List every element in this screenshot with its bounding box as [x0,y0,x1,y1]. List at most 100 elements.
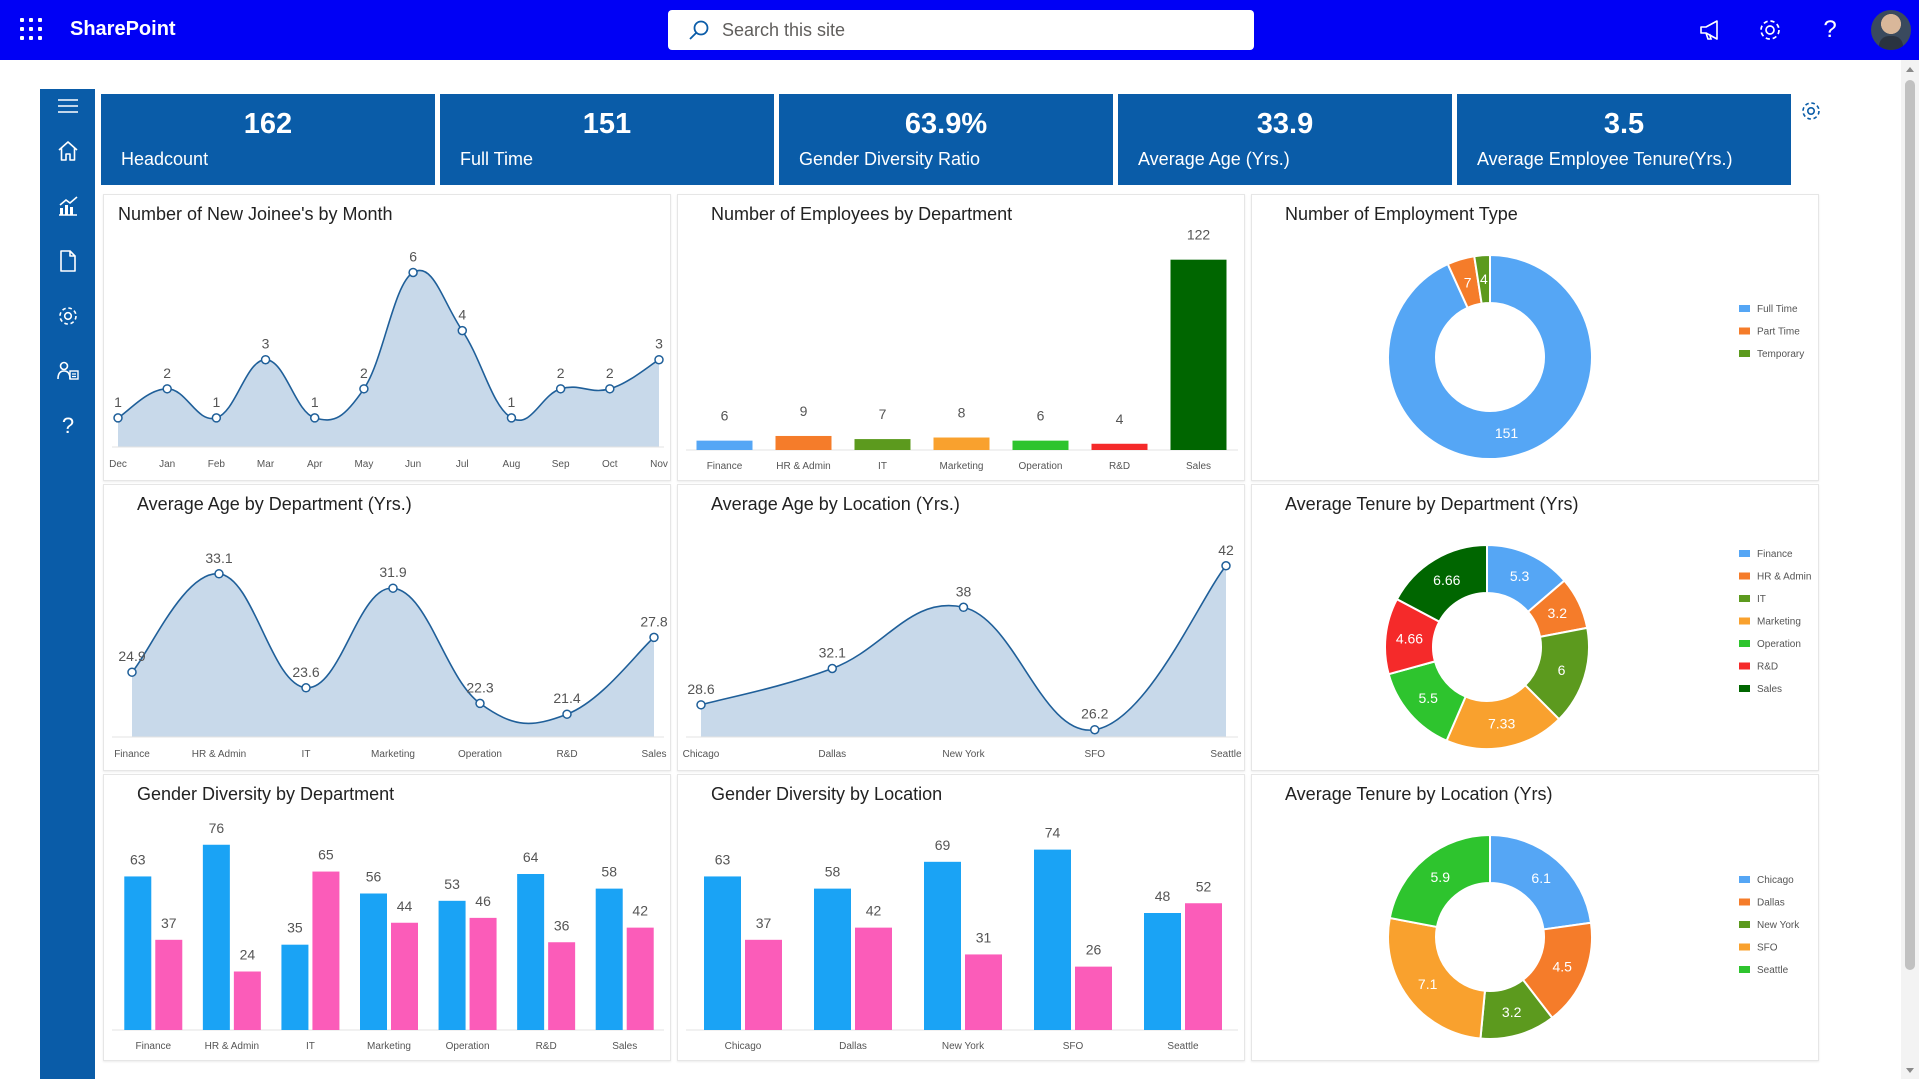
x-tick-label: IT [302,749,311,760]
data-label: 2 [606,365,614,381]
megaphone-icon[interactable] [1697,16,1725,44]
kpi-label: Average Employee Tenure(Yrs.) [1477,149,1733,169]
waffle-icon[interactable] [20,18,44,42]
data-point [309,413,320,423]
chart-panel-gender-by-department: 63 37 Finance 76 24 HR & Admin 35 65 IT 56 44 Marke… [103,774,671,1061]
data-point [958,602,969,613]
data-label: 52 [1196,878,1212,894]
bar [626,927,654,1030]
data-label: 56 [366,869,382,885]
bar [1091,443,1148,450]
legend-label: Operation [1757,639,1801,650]
webpart-settings-gear-icon[interactable] [1800,100,1822,122]
bar [1034,849,1071,1030]
hamburger-icon[interactable] [55,93,81,119]
x-tick-label: New York [942,749,985,760]
data-label: 6 [721,408,729,424]
legend-label: Full Time [1757,304,1798,315]
kpi-card-average-age: 33.9 Average Age (Yrs.) [1118,94,1452,185]
avatar[interactable] [1871,10,1911,50]
legend-label: Dallas [1757,898,1785,909]
legend-label: IT [1757,594,1766,605]
data-point [388,583,398,593]
pie-slice [1489,833,1593,931]
data-point [654,354,664,365]
x-tick-label: SFO [1084,749,1105,760]
data-label: 24.9 [118,648,145,664]
chart-title: Average Tenure by Department (Yrs) [1285,494,1579,514]
slice-label: 7 [1464,274,1472,290]
data-label: 37 [161,915,177,931]
scroll-thumb[interactable] [1905,80,1915,970]
document-icon[interactable] [55,248,81,274]
x-tick-label: Dallas [818,749,846,760]
chart-title: Average Tenure by Location (Yrs) [1285,784,1553,804]
data-label: 76 [209,820,225,836]
data-label: 42 [866,903,882,919]
slice-label: 151 [1495,425,1519,441]
home-icon[interactable] [55,138,81,164]
data-label: 4 [1116,411,1124,427]
search-box[interactable] [668,10,1254,50]
bar [595,888,623,1030]
kpi-label: Full Time [460,149,534,169]
chart-icon[interactable] [55,193,81,219]
data-point [475,698,485,709]
search-icon [689,20,709,40]
scroll-down-icon[interactable] [1906,1068,1914,1073]
slice-label: 6.66 [1433,572,1460,588]
data-label: 1 [311,394,319,410]
page-scrollbar[interactable] [1901,60,1919,1079]
chart-panel-employment-type: 151 7 4 Full Time Part Time Temporary Number … [1251,194,1819,481]
data-label: 2 [163,365,171,381]
x-tick-label: Finance [135,1041,171,1052]
data-label: 2 [557,365,565,381]
x-tick-label: May [354,459,373,470]
data-label: 7 [879,406,887,422]
gear-icon[interactable] [55,303,81,329]
slice-label: 5.3 [1510,568,1530,584]
slice-label: 4 [1480,271,1488,287]
kpi-label: Headcount [121,149,209,169]
legend-label: Marketing [1757,617,1801,628]
help-icon[interactable]: ? [1823,16,1837,43]
x-tick-label: Nov [650,459,668,470]
slice-label: 5.5 [1418,690,1438,706]
data-label: 74 [1045,825,1061,841]
series-line [700,565,1227,731]
search-input[interactable] [722,19,1202,41]
data-point [211,413,222,423]
area-fill [118,270,659,447]
bar [696,440,753,450]
bar [124,876,152,1030]
data-label: 2 [360,365,368,381]
bar [155,939,183,1030]
legend-swatch [1739,662,1750,670]
x-tick-label: Mar [257,459,275,470]
slice-label: 4.66 [1396,630,1423,646]
brand-link[interactable]: SharePoint [70,18,176,40]
legend-label: Part Time [1757,327,1800,338]
legend-swatch [1739,327,1750,335]
age-by-location-chart: 28.6 Chicago 32.1 Dallas 38 New York 26.2 SFO 42… [683,542,1242,760]
bar [1012,440,1069,450]
data-label: 3 [655,336,663,352]
data-label: 21.4 [553,690,580,706]
x-tick-label: HR & Admin [205,1041,259,1052]
data-label: 33.1 [205,550,232,566]
pie-slice [1388,833,1491,929]
x-tick-label: Finance [707,461,743,472]
people-icon[interactable] [55,358,81,384]
age-by-department-chart: 24.9 Finance 33.1 HR & Admin 23.6 IT 31.9 Marke… [112,550,668,760]
bar [233,971,261,1030]
bar [854,439,911,450]
bar [1185,903,1222,1030]
scroll-up-icon[interactable] [1906,67,1914,72]
bar [312,871,340,1030]
gear-icon[interactable] [1756,16,1784,44]
x-tick-label: Operation [1019,461,1063,472]
bar [814,888,851,1030]
help-icon[interactable]: ? [61,413,75,438]
data-label: 1 [508,394,516,410]
chart-panel-employees-by-department: 6 Finance 9 HR & Admin 7 IT 8 Marketing 6 Operati… [677,194,1245,481]
